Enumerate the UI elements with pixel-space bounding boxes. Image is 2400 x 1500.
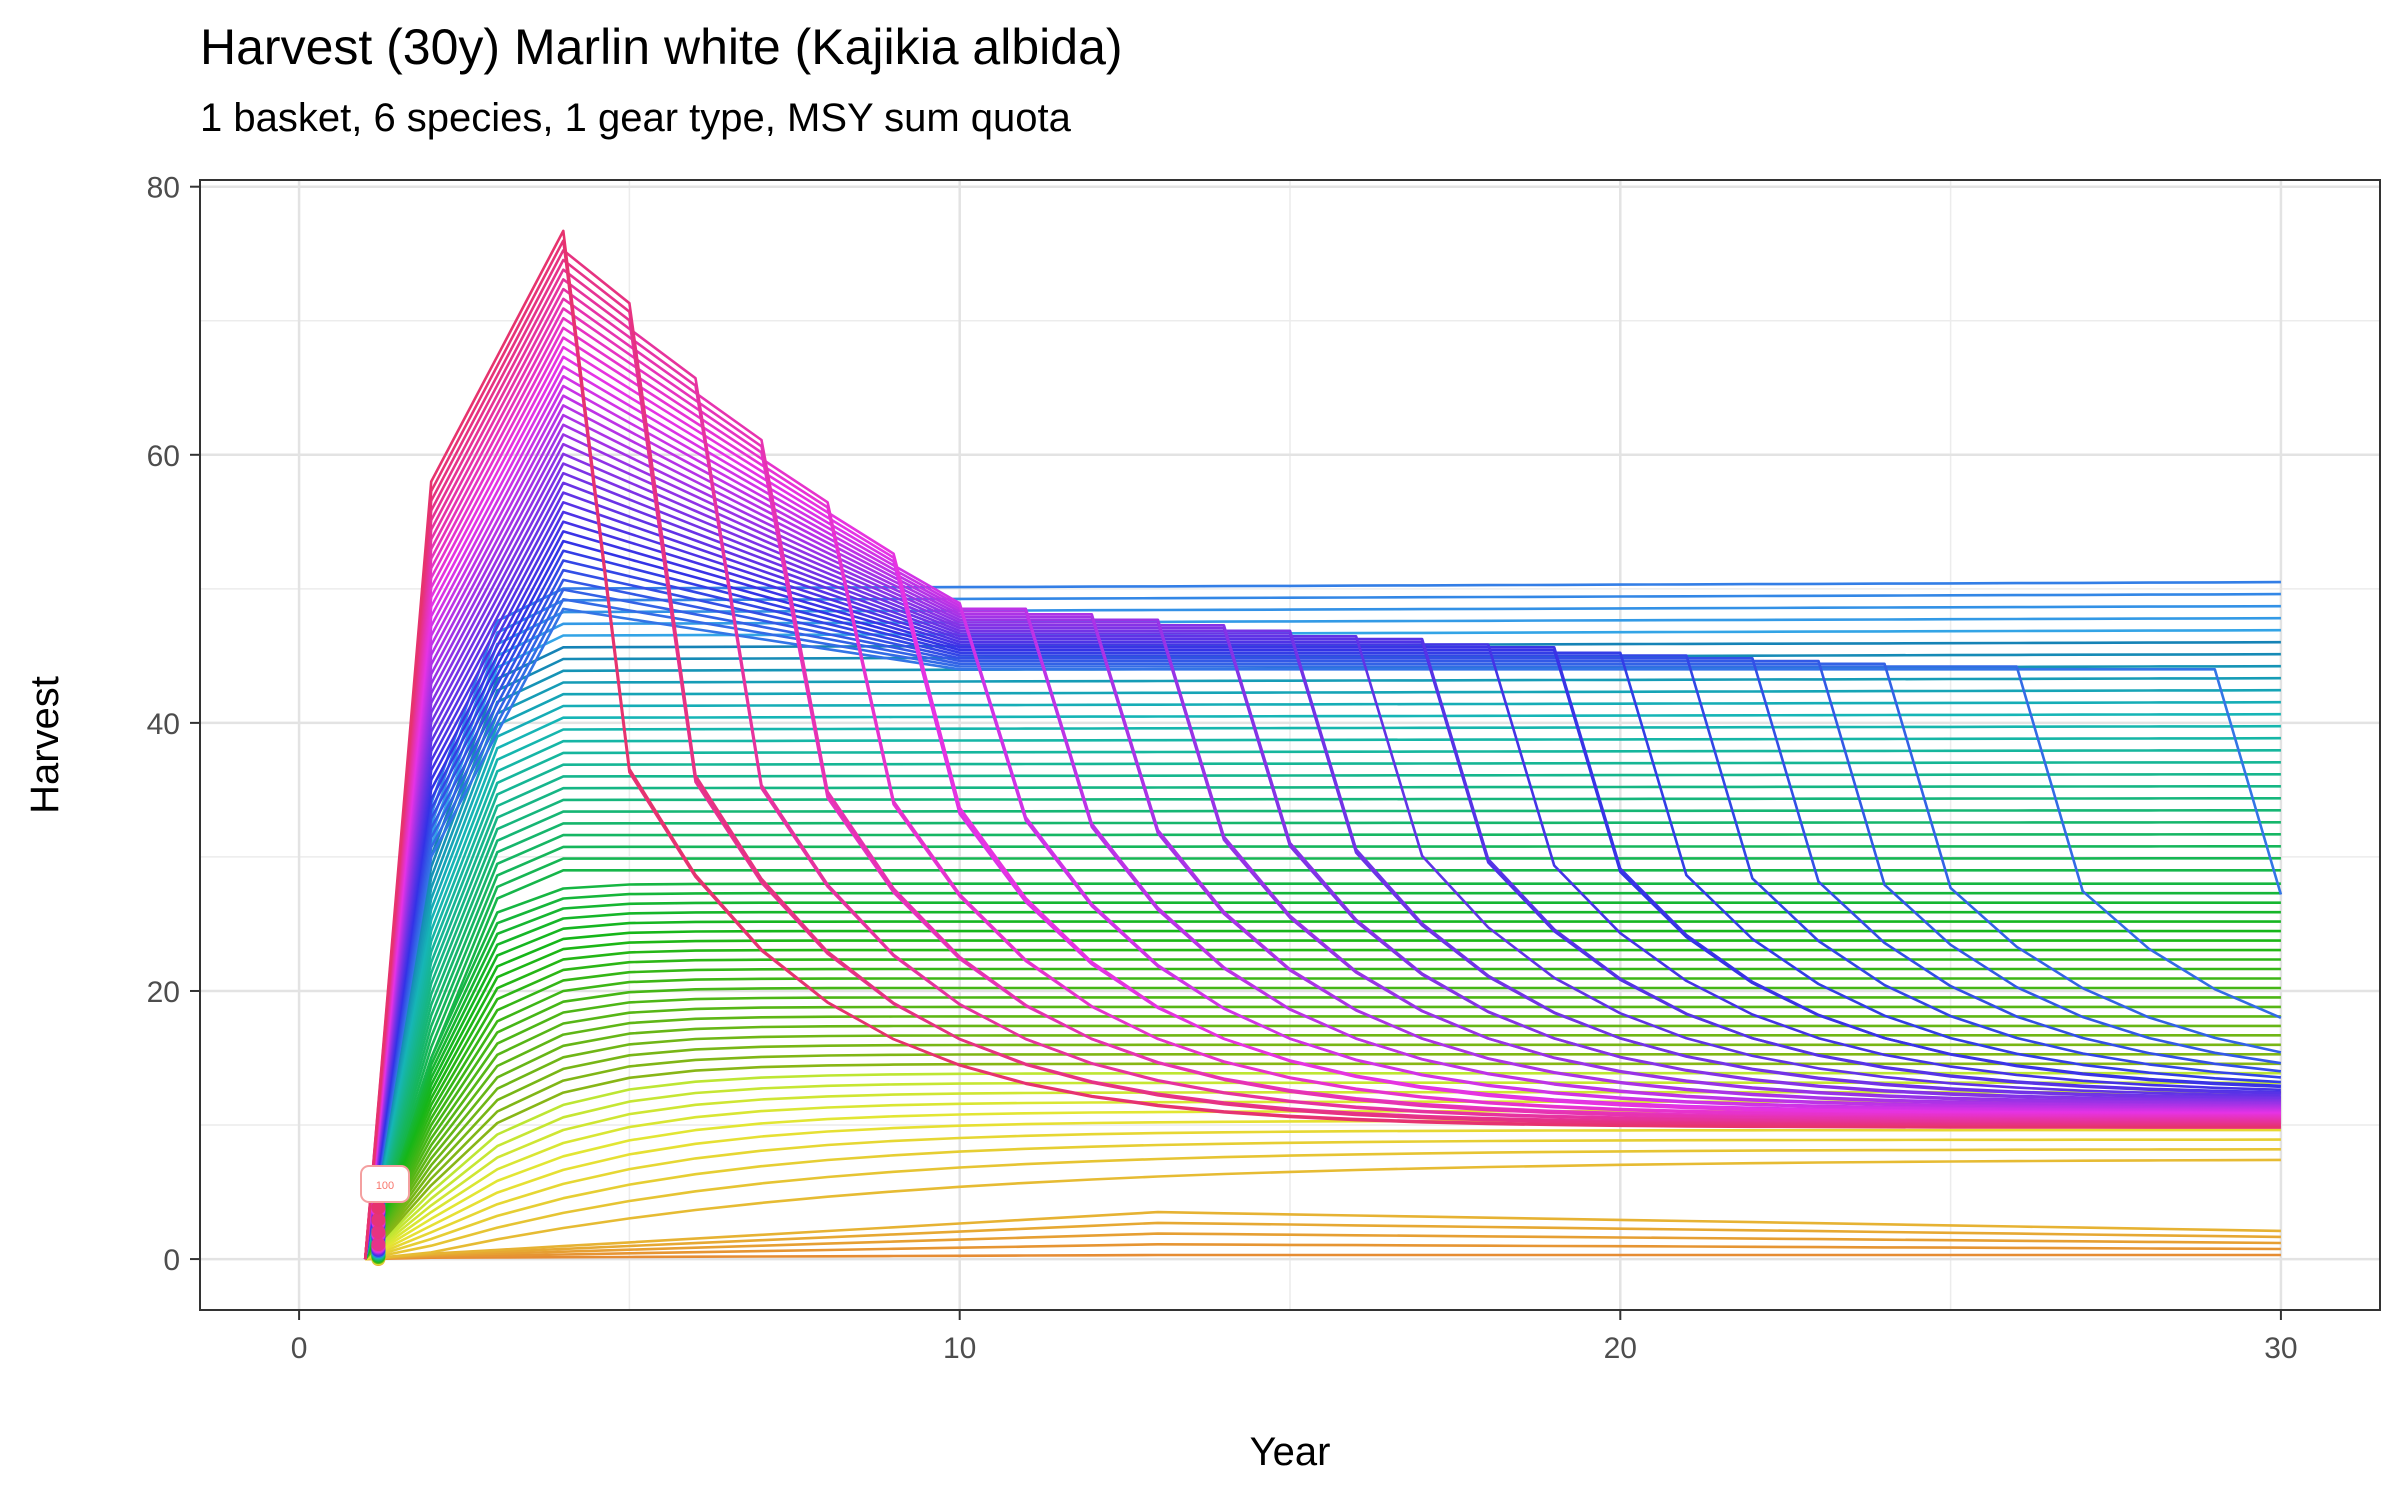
chart-subtitle: 1 basket, 6 species, 1 gear type, MSY su…	[200, 96, 1071, 140]
y-tick-label: 0	[163, 1244, 180, 1277]
series-line	[363, 785, 2281, 1260]
y-tick-label: 60	[147, 440, 180, 473]
series-line	[363, 749, 2281, 1260]
y-tick-label: 40	[147, 708, 180, 741]
plot-panel-border	[199, 179, 2381, 1311]
series-line	[364, 977, 2281, 1260]
chart-title: Harvest (30y) Marlin white (Kajikia albi…	[200, 19, 1123, 75]
series-line	[363, 549, 2281, 1260]
series-lines	[363, 229, 2283, 1267]
start-point	[371, 1224, 386, 1239]
series-line	[363, 592, 2281, 1260]
series-line	[364, 1138, 2281, 1261]
series-line	[364, 1062, 2281, 1260]
series-line	[365, 1243, 2281, 1261]
series-line	[364, 1043, 2281, 1260]
series-line	[363, 857, 2281, 1260]
series-line	[363, 809, 2281, 1260]
series-line	[365, 1253, 2281, 1261]
series-line	[363, 939, 2281, 1260]
series-line	[364, 1034, 2281, 1260]
series-line	[363, 773, 2281, 1260]
series-line	[363, 920, 2281, 1260]
annotation-layer: 100	[360, 1165, 410, 1203]
series-line	[364, 1015, 2281, 1260]
series-line	[363, 471, 2281, 1260]
series-line	[363, 501, 2281, 1260]
series-line	[363, 821, 2281, 1260]
series-line	[363, 901, 2281, 1260]
series-line	[363, 845, 2281, 1260]
series-line	[363, 616, 2281, 1260]
series-line	[363, 869, 2281, 1260]
series-line	[363, 433, 2281, 1260]
series-line	[363, 491, 2281, 1260]
start-point	[371, 1212, 386, 1227]
series-line	[364, 1090, 2281, 1261]
series-line	[363, 929, 2281, 1260]
annotation-label: 100	[376, 1180, 394, 1192]
series-line	[364, 1053, 2281, 1260]
series-line	[363, 375, 2281, 1260]
series-line	[364, 948, 2281, 1260]
x-tick-label: 30	[2264, 1332, 2297, 1365]
series-line	[364, 1005, 2281, 1260]
series-line	[364, 996, 2281, 1260]
y-axis-title: Harvest	[23, 676, 67, 814]
series-line	[363, 891, 2281, 1260]
series-line	[363, 229, 2281, 1260]
series-line	[363, 530, 2281, 1260]
series-line	[363, 598, 2282, 1260]
annotation-box	[360, 1165, 410, 1203]
y-tick-label: 20	[147, 976, 180, 1009]
series-line	[364, 1109, 2281, 1261]
series-line	[363, 652, 2281, 1260]
series-line	[364, 986, 2281, 1260]
series-line	[364, 1024, 2281, 1260]
series-line	[363, 588, 2282, 1260]
series-line	[364, 1128, 2281, 1261]
series-line	[364, 958, 2281, 1260]
start-point	[371, 1200, 386, 1215]
series-line	[363, 413, 2281, 1260]
y-tick-label: 80	[147, 172, 180, 205]
series-line	[363, 676, 2281, 1260]
series-line	[365, 1221, 2281, 1261]
series-line	[363, 910, 2281, 1260]
series-line	[363, 297, 2281, 1260]
series-line	[363, 326, 2281, 1260]
series-line	[363, 761, 2281, 1260]
series-line	[364, 967, 2281, 1260]
series-line	[365, 1158, 2281, 1261]
series-line	[363, 628, 2281, 1260]
series-line	[363, 394, 2281, 1260]
series-line	[363, 833, 2281, 1260]
series-line	[364, 1071, 2281, 1261]
series-line	[363, 578, 2282, 1260]
series-line	[365, 1232, 2281, 1261]
x-tick-label: 20	[1604, 1332, 1637, 1365]
series-line	[363, 520, 2281, 1260]
series-line	[363, 724, 2281, 1260]
series-line	[363, 568, 2282, 1260]
series-line	[363, 797, 2281, 1260]
series-line	[363, 607, 2283, 1260]
series-line	[363, 345, 2281, 1260]
series-line	[363, 712, 2281, 1260]
x-tick-label: 0	[291, 1332, 308, 1365]
axes: 0 10 20 30 0 20 40 60 80	[147, 172, 2298, 1365]
x-axis-title: Year	[1250, 1430, 1331, 1474]
series-line	[364, 1148, 2281, 1261]
series-line	[363, 452, 2281, 1260]
series-line	[363, 559, 2282, 1260]
x-tick-label: 10	[943, 1332, 976, 1365]
series-line	[365, 1210, 2281, 1261]
series-line	[363, 580, 2281, 1260]
start-point	[371, 1237, 386, 1252]
